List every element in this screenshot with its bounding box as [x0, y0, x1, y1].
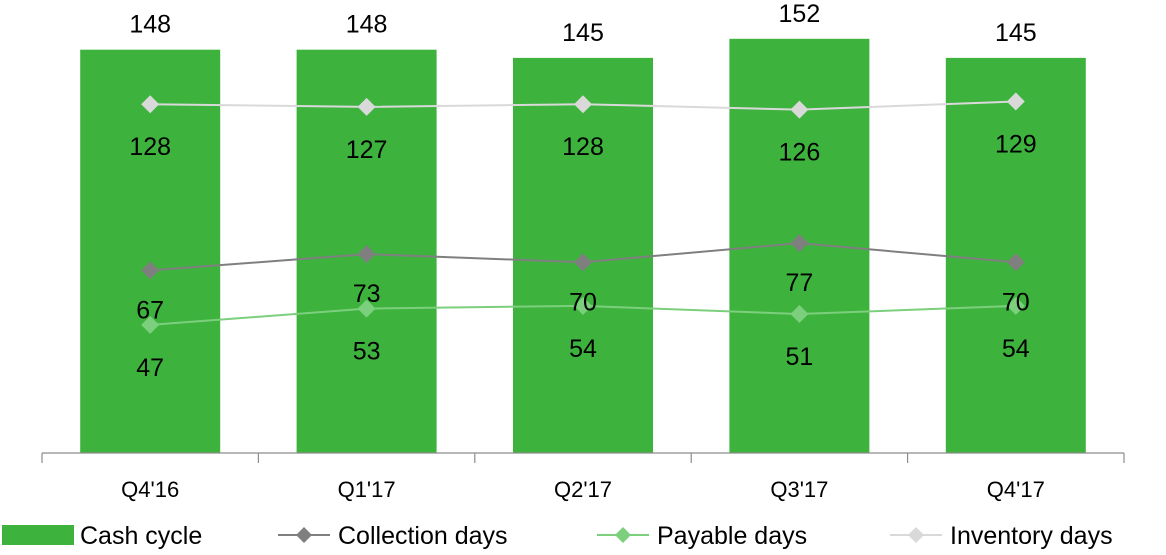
marker-payable-days-q4-17: [1006, 296, 1025, 315]
marker-inventory-days-q2-17: [574, 95, 592, 114]
data-label-inventory-days-q2-17: 128: [562, 133, 604, 161]
data-label-inventory-days-q1-17: 127: [346, 136, 388, 164]
data-label-collection-days-q4-16: 67: [136, 296, 164, 324]
legend-label-inventory-days: Inventory days: [950, 522, 1113, 550]
marker-inventory-days-q4-16: [141, 95, 160, 114]
x-tick-label-q1-17: Q1'17: [338, 477, 396, 502]
x-tick-label-q3-17: Q3'17: [770, 477, 828, 502]
legend-label-cash-cycle: Cash cycle: [80, 522, 202, 550]
marker-payable-days-q4-16: [141, 315, 160, 334]
legend-label-collection-days: Collection days: [338, 522, 508, 550]
x-tick-label-q4-16: Q4'16: [121, 477, 179, 502]
marker-inventory-days-q3-17: [790, 100, 809, 119]
marker-inventory-days-q1-17: [357, 97, 376, 116]
marker-payable-days-q2-17: [574, 296, 592, 315]
legend-label-payable-days: Payable days: [657, 522, 807, 550]
data-label-collection-days-q1-17: 73: [353, 280, 381, 308]
data-label-payable-days-q4-16: 47: [136, 354, 164, 382]
data-label-payable-days-q3-17: 51: [785, 343, 813, 371]
data-label-payable-days-q2-17: 54: [569, 335, 597, 363]
data-label-inventory-days-q4-16: 128: [129, 133, 171, 161]
x-tick-label-q2-17: Q2'17: [554, 477, 612, 502]
data-label-inventory-days-q4-17: 129: [995, 130, 1037, 158]
marker-collection-days-q4-16: [141, 261, 160, 280]
legend-swatch-marker-inventory-days: [908, 527, 924, 543]
data-label-payable-days-q4-17: 54: [1002, 335, 1030, 363]
legend-swatch-marker-collection-days: [296, 527, 312, 543]
data-label-cash-cycle-q1-17: 148: [346, 11, 388, 39]
marker-inventory-days-q4-17: [1006, 92, 1025, 111]
data-label-cash-cycle-q4-17: 145: [995, 19, 1037, 47]
bar-cash-cycle-q4-16: [80, 49, 221, 453]
data-label-payable-days-q1-17: 53: [353, 338, 381, 366]
data-label-collection-days-q4-17: 70: [1002, 288, 1030, 316]
data-label-cash-cycle-q3-17: 152: [779, 0, 821, 28]
marker-collection-days-q2-17: [574, 253, 592, 272]
marker-payable-days-q1-17: [357, 299, 376, 318]
data-label-collection-days-q3-17: 77: [785, 269, 813, 297]
data-label-inventory-days-q3-17: 126: [779, 139, 821, 167]
data-label-cash-cycle-q4-16: 148: [129, 11, 171, 39]
marker-payable-days-q3-17: [790, 305, 809, 324]
x-tick-label-q4-17: Q4'17: [987, 477, 1045, 502]
legend-swatch-cash-cycle: [2, 525, 74, 545]
legend-swatch-marker-payable-days: [615, 527, 631, 543]
marker-collection-days-q1-17: [357, 245, 376, 264]
marker-collection-days-q4-17: [1006, 253, 1025, 272]
data-label-collection-days-q2-17: 70: [569, 288, 597, 316]
marker-collection-days-q3-17: [790, 234, 809, 253]
data-label-cash-cycle-q2-17: 145: [562, 19, 604, 47]
